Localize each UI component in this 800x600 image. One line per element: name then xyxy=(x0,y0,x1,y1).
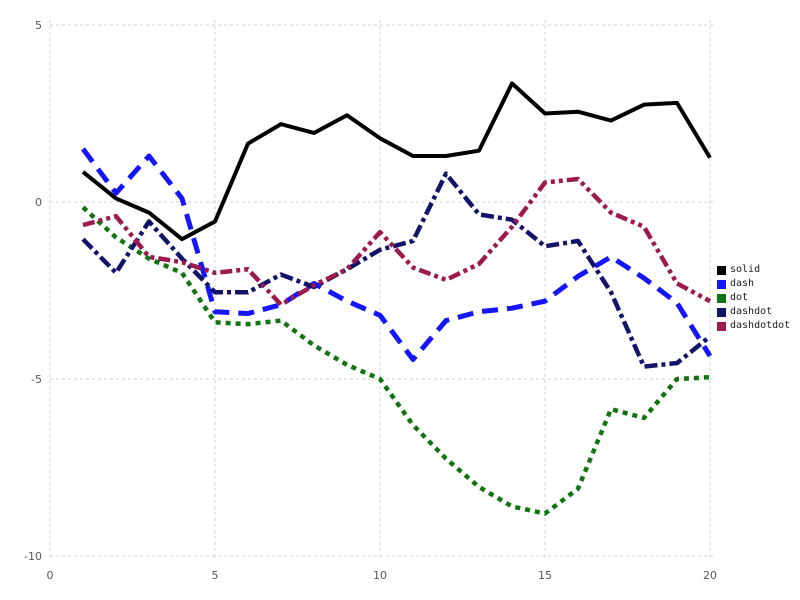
legend-item-solid: solid xyxy=(717,263,790,277)
legend-swatch-dashdot xyxy=(717,307,726,317)
legend-swatch-dot xyxy=(717,293,726,303)
x-axis-tick-label: 0 xyxy=(47,569,54,582)
legend-item-dashdotdot: dashdotdot xyxy=(717,319,790,333)
y-axis-tick-label: -5 xyxy=(31,373,42,386)
legend-swatch-solid xyxy=(717,265,726,275)
y-axis-tick-label: 0 xyxy=(35,196,42,209)
series-line-dot xyxy=(81,205,711,516)
x-axis-tick-label: 5 xyxy=(212,569,219,582)
series-line-dashdotdot xyxy=(82,176,712,307)
y-axis-tick-label: -10 xyxy=(24,550,42,563)
legend-label-solid: solid xyxy=(730,264,761,275)
series-line-dash xyxy=(80,147,713,363)
legend-label-dashdotdot: dashdotdot xyxy=(730,320,791,331)
legend-label-dashdot: dashdot xyxy=(730,306,773,317)
legend-item-dot: dot xyxy=(717,291,790,305)
legend-label-dash: dash xyxy=(730,278,755,289)
series-line-dashdot xyxy=(81,171,712,369)
legend-swatch-dashdotdot xyxy=(717,321,726,331)
legend-label-dot: dot xyxy=(730,292,749,303)
y-axis-tick-label: 5 xyxy=(35,19,42,32)
x-axis-tick-label: 20 xyxy=(703,569,717,582)
series-line-solid xyxy=(81,81,712,242)
x-axis-tick-label: 10 xyxy=(373,569,387,582)
legend-swatch-dash xyxy=(717,279,726,289)
legend-item-dashdot: dashdot xyxy=(717,305,790,319)
x-axis-tick-label: 15 xyxy=(538,569,552,582)
legend-item-dash: dash xyxy=(717,277,790,291)
chart-legend: solid dash dot dashdot dashdotdot xyxy=(717,263,790,333)
